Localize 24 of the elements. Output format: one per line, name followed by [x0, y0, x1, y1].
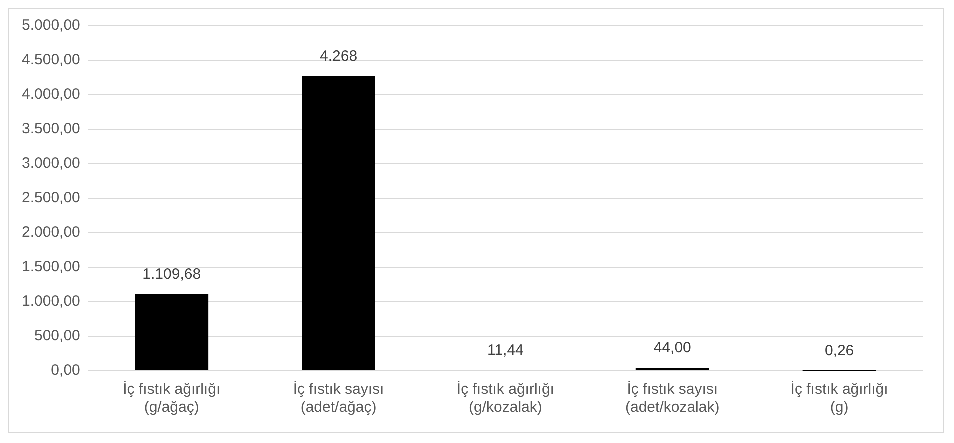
y-tick-label: 3.000,00 [22, 155, 80, 172]
data-label: 1.109,68 [142, 266, 202, 284]
x-tick-label: İç fıstık ağırlığı (g) [790, 380, 888, 416]
bar [302, 76, 376, 370]
y-tick-label: 5.000,00 [22, 17, 80, 34]
x-tick-label: İç fıstık sayısı (adet/ağaç) [293, 380, 384, 416]
y-tick-label: 3.500,00 [22, 120, 80, 138]
y-tick-label: 2.000,00 [22, 224, 80, 242]
x-tick-label: İç fıstık sayısı (adet/kozalak) [626, 380, 720, 416]
y-tick-label: 0,00 [51, 362, 80, 380]
data-label: 0,26 [824, 342, 854, 360]
bar [135, 294, 209, 370]
y-tick-label: 4.000,00 [22, 86, 80, 104]
y-tick-label: 2.500,00 [22, 190, 80, 207]
x-tick-label: İç fıstık ağırlığı (g/ağaç) [123, 380, 221, 416]
data-label: 4.268 [320, 48, 358, 66]
y-tick-label: 500,00 [34, 328, 80, 345]
y-tick-label: 1.000,00 [22, 293, 80, 310]
x-tick-label: İç fıstık ağırlığı (g/kozalak) [456, 380, 554, 416]
y-tick-label: 4.500,00 [22, 52, 80, 69]
data-label: 11,44 [487, 342, 524, 359]
bar [636, 368, 710, 370]
y-tick-label: 1.500,00 [22, 258, 80, 276]
data-label: 44,00 [654, 340, 692, 357]
